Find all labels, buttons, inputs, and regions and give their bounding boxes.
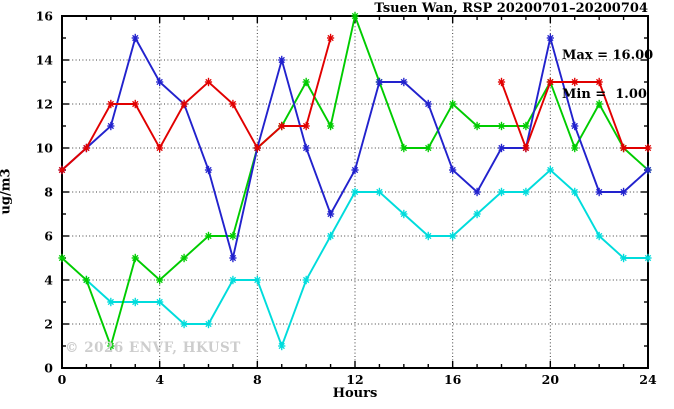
x-tick-label-20: 20 bbox=[542, 372, 560, 387]
y-tick-label-14: 14 bbox=[36, 53, 54, 68]
series-cyan-line bbox=[82, 165, 652, 351]
y-tick-label-0: 0 bbox=[44, 361, 53, 376]
x-axis-label: Hours bbox=[332, 386, 378, 401]
y-tick-label-8: 8 bbox=[44, 185, 53, 200]
watermark: © 2026 ENVF, HKUST bbox=[65, 340, 241, 356]
x-tick-label-8: 8 bbox=[253, 372, 262, 387]
y-tick-label-10: 10 bbox=[36, 141, 54, 156]
series-red-line bbox=[58, 33, 652, 175]
x-tick-label-12: 12 bbox=[346, 372, 363, 387]
x-tick-label-0: 0 bbox=[58, 372, 67, 387]
y-tick-label-6: 6 bbox=[44, 229, 53, 244]
y-tick-label-4: 4 bbox=[44, 273, 53, 288]
x-tick-label-24: 24 bbox=[639, 372, 657, 387]
y-axis-label: ug/m3 bbox=[0, 168, 14, 215]
x-tick-label-16: 16 bbox=[444, 372, 462, 387]
x-tick-label-4: 4 bbox=[155, 372, 164, 387]
stats-max-label: Max = 16.00 bbox=[562, 48, 654, 63]
y-tick-label-2: 2 bbox=[44, 317, 53, 332]
chart-title: Tsuen Wan, RSP 20200701–20200704 bbox=[374, 1, 648, 16]
y-tick-label-12: 12 bbox=[36, 97, 53, 112]
stats-min-label: Min = 1.00 bbox=[562, 87, 647, 102]
stats-box: Max = 16.00 Min = 1.00 bbox=[562, 23, 653, 127]
y-tick-label-16: 16 bbox=[36, 9, 54, 24]
